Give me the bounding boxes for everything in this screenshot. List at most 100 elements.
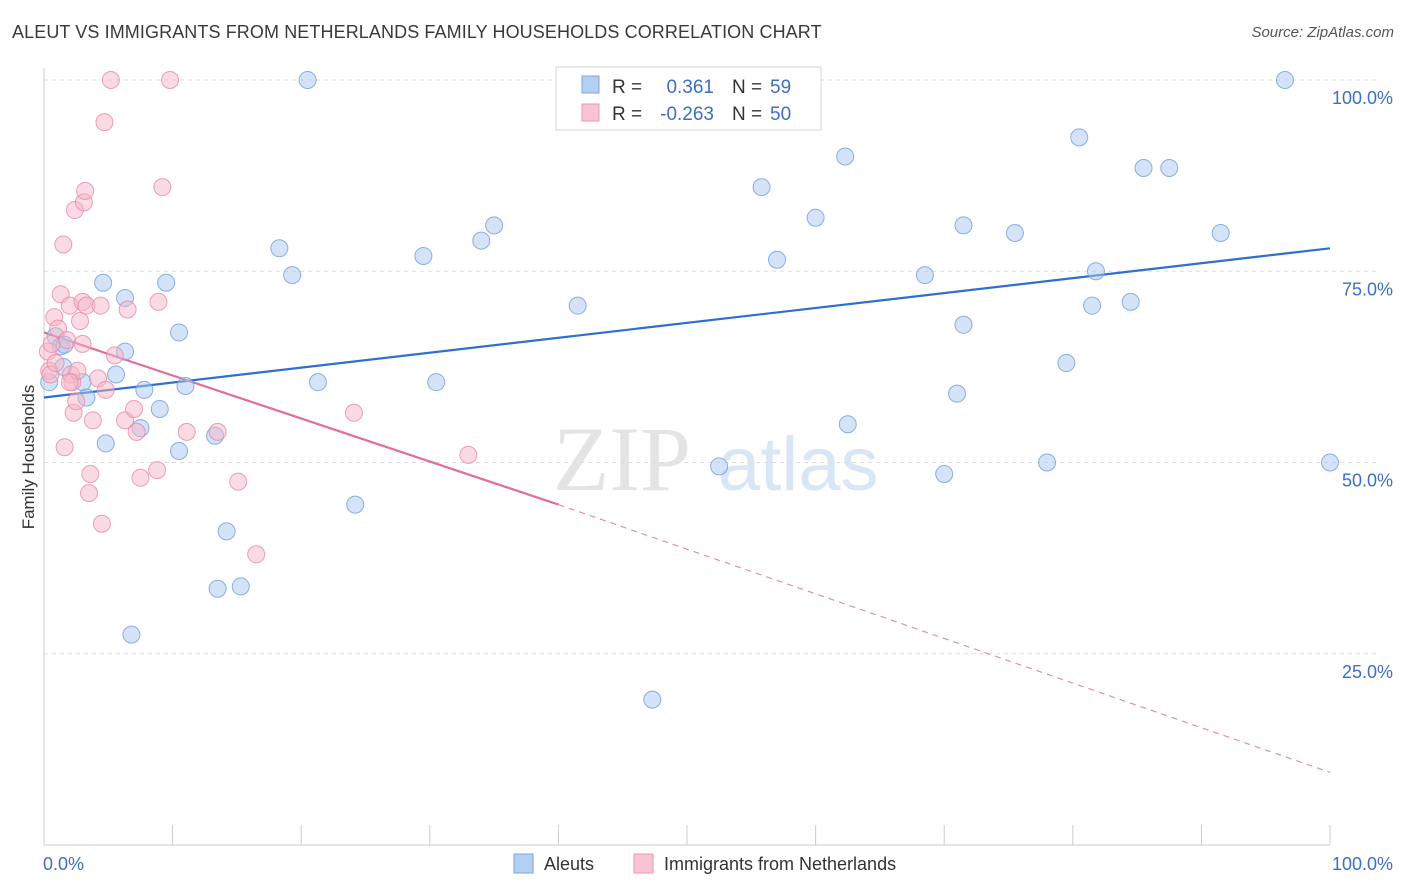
point-aleuts-7 xyxy=(107,365,126,384)
point-netherlands-24 xyxy=(80,484,99,503)
point-aleuts-20 xyxy=(217,522,236,541)
point-netherlands-41 xyxy=(153,178,172,197)
y-tick-label-2: 75.0% xyxy=(1342,279,1393,299)
point-aleuts-36 xyxy=(752,178,771,197)
point-aleuts-37 xyxy=(768,250,787,269)
series-legend: Aleuts Immigrants from Netherlands xyxy=(513,853,896,874)
point-netherlands-45 xyxy=(229,472,248,491)
y-tick-label-1: 50.0% xyxy=(1342,471,1393,491)
point-aleuts-29 xyxy=(414,246,433,265)
point-aleuts-24 xyxy=(270,239,289,258)
point-aleuts-55 xyxy=(1160,158,1179,177)
source-credit: Source: ZipAtlas.com xyxy=(1251,24,1394,41)
axes xyxy=(43,68,1331,846)
point-aleuts-16 xyxy=(170,323,189,342)
trend-line-netherlands-dashed xyxy=(558,504,1331,773)
point-netherlands-16 xyxy=(67,392,86,411)
series-legend-label-aleuts: Aleuts xyxy=(544,854,594,874)
point-aleuts-25 xyxy=(283,266,302,285)
point-netherlands-31 xyxy=(96,380,115,399)
point-netherlands-43 xyxy=(177,422,196,441)
trend-lines xyxy=(43,247,1331,773)
chart-title: ALEUT VS IMMIGRANTS FROM NETHERLANDS FAM… xyxy=(12,22,822,42)
y-tick-label-0: 25.0% xyxy=(1342,662,1393,682)
point-aleuts-32 xyxy=(485,216,504,235)
data-points xyxy=(38,71,1339,709)
watermark-atlas: atlas xyxy=(718,422,879,507)
legend-n-label-2: N = xyxy=(732,104,762,125)
point-aleuts-18 xyxy=(176,377,195,395)
point-aleuts-34 xyxy=(643,690,662,709)
point-aleuts-52 xyxy=(1086,262,1105,281)
tick-labels: 25.0% 50.0% 75.0% 100.0% 0.0% 100.0% xyxy=(43,88,1393,874)
point-aleuts-58 xyxy=(1321,453,1339,472)
point-aleuts-50 xyxy=(1070,128,1089,147)
point-aleuts-23 xyxy=(122,625,141,644)
point-netherlands-38 xyxy=(131,468,150,487)
legend-r-label-2: R = xyxy=(612,104,642,125)
point-netherlands-19 xyxy=(73,334,92,353)
point-netherlands-10 xyxy=(58,331,77,350)
point-aleuts-17 xyxy=(170,442,189,461)
y-tick-label-3: 100.0% xyxy=(1332,88,1393,108)
x-tick-label-0: 0.0% xyxy=(43,854,84,874)
point-aleuts-51 xyxy=(1083,296,1102,315)
point-netherlands-26 xyxy=(83,411,102,430)
point-aleuts-27 xyxy=(308,373,327,392)
point-netherlands-9 xyxy=(55,438,74,457)
series-legend-label-netherlands: Immigrants from Netherlands xyxy=(664,854,896,874)
point-aleuts-53 xyxy=(1121,292,1140,311)
point-aleuts-39 xyxy=(806,208,825,227)
point-netherlands-8 xyxy=(54,235,73,254)
point-aleuts-14 xyxy=(150,399,169,418)
legend-swatch-pink xyxy=(581,103,600,122)
point-netherlands-5 xyxy=(46,354,65,373)
point-netherlands-30 xyxy=(95,113,114,132)
point-aleuts-49 xyxy=(1057,354,1076,373)
point-aleuts-9 xyxy=(96,434,115,453)
point-aleuts-56 xyxy=(1211,224,1230,242)
point-aleuts-46 xyxy=(954,216,973,235)
point-aleuts-33 xyxy=(568,296,587,315)
point-aleuts-11 xyxy=(94,273,113,292)
point-aleuts-48 xyxy=(1038,453,1057,472)
point-aleuts-15 xyxy=(157,273,176,292)
point-aleuts-57 xyxy=(1275,71,1294,89)
point-aleuts-30 xyxy=(427,373,446,392)
point-aleuts-42 xyxy=(915,266,934,285)
trend-line-aleuts xyxy=(43,247,1331,399)
legend-n-label-1: N = xyxy=(732,77,762,98)
point-netherlands-48 xyxy=(459,445,478,464)
legend-r-label-1: R = xyxy=(612,77,642,98)
point-netherlands-42 xyxy=(161,71,180,89)
point-aleuts-26 xyxy=(298,71,317,89)
legend-swatch-blue xyxy=(581,75,600,94)
point-netherlands-35 xyxy=(118,300,137,319)
series-legend-swatch-aleuts xyxy=(513,853,534,874)
point-netherlands-37 xyxy=(127,422,146,441)
point-netherlands-3 xyxy=(42,334,61,353)
legend-n-value-1: 59 xyxy=(770,77,791,98)
point-aleuts-47 xyxy=(1005,224,1024,242)
point-aleuts-45 xyxy=(954,315,973,334)
legend-r-value-2: -0.263 xyxy=(660,104,714,125)
point-netherlands-40 xyxy=(149,292,168,311)
point-aleuts-31 xyxy=(472,231,491,250)
point-netherlands-32 xyxy=(101,71,120,89)
point-netherlands-28 xyxy=(91,296,110,315)
point-netherlands-49 xyxy=(60,373,79,392)
point-netherlands-22 xyxy=(76,181,95,200)
x-tick-label-1: 100.0% xyxy=(1332,854,1393,874)
point-netherlands-46 xyxy=(247,545,266,564)
point-aleuts-54 xyxy=(1134,158,1153,177)
point-aleuts-43 xyxy=(935,464,954,483)
point-aleuts-41 xyxy=(838,415,857,434)
point-netherlands-36 xyxy=(125,399,144,418)
point-netherlands-47 xyxy=(344,403,363,422)
point-aleuts-44 xyxy=(948,384,967,403)
point-aleuts-40 xyxy=(836,147,855,166)
stats-legend: R = 0.361 N = 59 R = -0.263 N = 50 xyxy=(555,66,822,131)
point-aleuts-28 xyxy=(346,495,365,514)
point-netherlands-29 xyxy=(92,514,111,533)
